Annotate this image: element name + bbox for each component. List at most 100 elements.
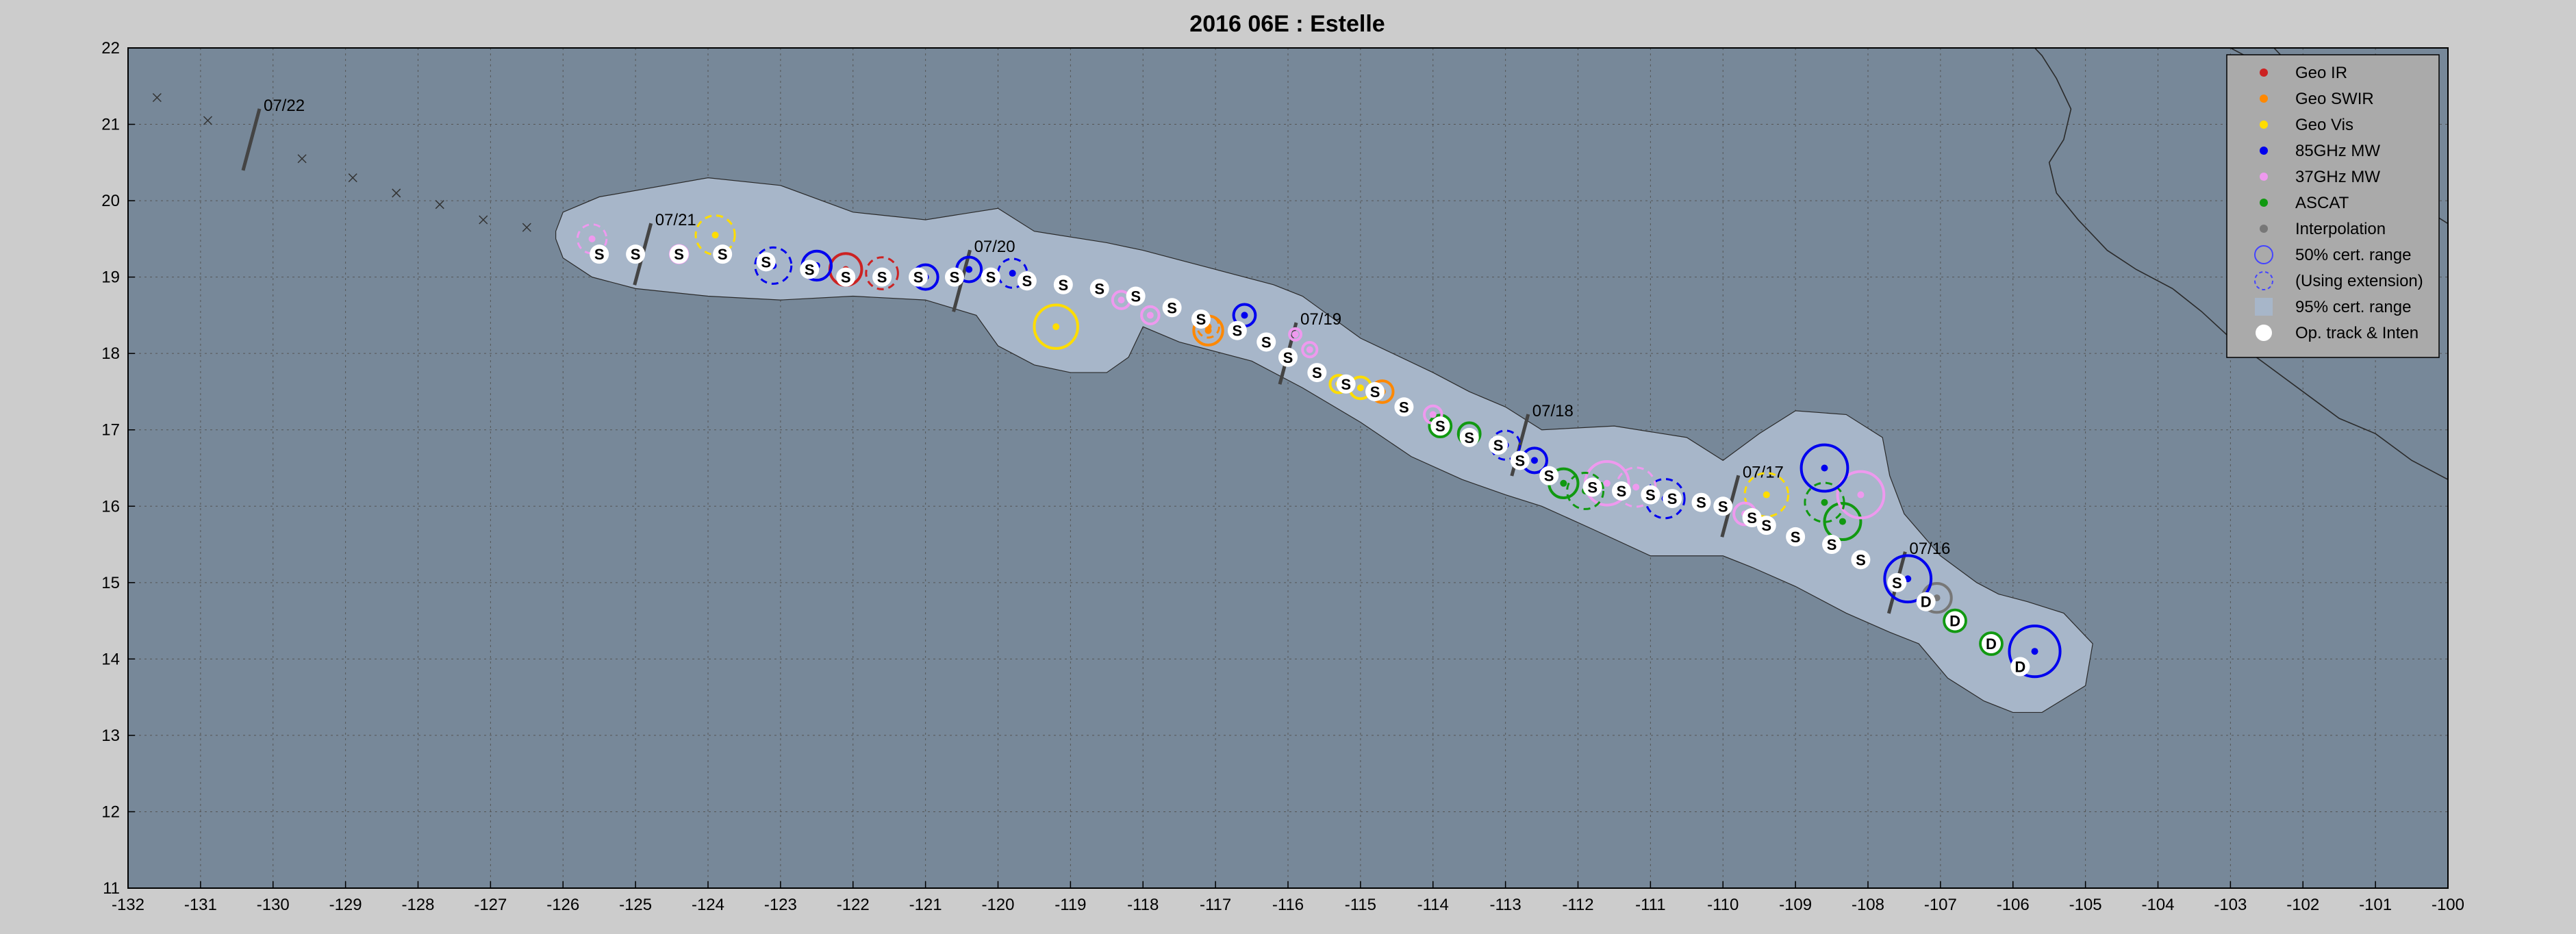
intensity-label: S	[1464, 429, 1474, 446]
intensity-label: S	[1022, 273, 1033, 290]
op-track-point: S	[1663, 489, 1682, 509]
x-tick-label: -124	[692, 896, 724, 914]
legend-entry: Op. track & Inten	[2256, 324, 2419, 342]
x-tick-label: -117	[1200, 896, 1231, 914]
x-tick-label: -103	[2214, 896, 2247, 914]
legend-swatch	[2260, 68, 2268, 77]
legend-label: Interpolation	[2295, 220, 2386, 238]
legend-swatch	[2254, 271, 2273, 290]
fix-marker	[1140, 305, 1161, 326]
legend-label: 37GHz MW	[2295, 168, 2380, 186]
forecast-cross	[297, 154, 307, 164]
cross-stroke	[479, 215, 488, 225]
forecast-cross	[152, 92, 162, 103]
intensity-label: S	[877, 269, 887, 286]
y-tick-label: 20	[101, 192, 120, 210]
fix-dot	[1560, 479, 1567, 487]
op-track-point: S	[1053, 275, 1073, 294]
op-track-dot	[1916, 592, 1936, 611]
op-track-dot	[1227, 320, 1247, 340]
legend-label: 50% cert. range	[2295, 246, 2411, 264]
intensity-label: S	[1370, 383, 1380, 401]
fix-marker	[1804, 481, 1845, 523]
x-tick-label: -112	[1562, 896, 1593, 914]
op-track-point: S	[944, 267, 964, 287]
intensity-label: S	[913, 269, 924, 286]
op-track-dot	[1089, 279, 1109, 299]
fix-marker	[694, 214, 736, 256]
x-tick-label: -111	[1635, 896, 1665, 914]
op-track-dot	[1822, 535, 1842, 555]
x-tick-label: -121	[909, 896, 942, 914]
date-label: 07/20	[974, 238, 1015, 256]
intensity-label: S	[1791, 529, 1801, 546]
x-tick-label: -115	[1345, 896, 1376, 914]
op-track-dot	[756, 252, 776, 272]
fix-dot	[1821, 498, 1828, 506]
coastline-segment	[2034, 48, 2448, 480]
op-track-point: S	[1126, 286, 1146, 306]
forecast-cross	[392, 188, 401, 198]
legend-label: ASCAT	[2295, 194, 2349, 212]
op-track-point: S	[1459, 427, 1479, 447]
fix-dot	[588, 235, 596, 242]
legend-swatch	[2256, 325, 2272, 341]
fix-certainty-circle	[1804, 481, 1845, 523]
op-track-point: S	[1227, 320, 1247, 340]
op-track-point: S	[1822, 535, 1842, 555]
fix-dot	[1857, 491, 1865, 498]
legend-entry: Geo SWIR	[2260, 90, 2374, 108]
forecast-cross	[522, 223, 531, 232]
op-track: DDDDSSSSSSSSSSSSSSSSSSSSSSSSSSSSSSSSSSSS…	[590, 244, 2030, 677]
op-track-point: S	[1394, 397, 1414, 417]
intensity-label: S	[1399, 399, 1409, 416]
cross-stroke	[297, 154, 307, 164]
op-track-point: S	[756, 252, 776, 272]
date-label: 07/18	[1532, 402, 1574, 420]
op-track-dot	[1887, 572, 1907, 592]
op-track-point: S	[590, 244, 609, 264]
x-tick-label: -122	[837, 896, 870, 914]
op-track-dot	[1489, 436, 1508, 455]
fix-certainty-circle	[1979, 631, 2004, 656]
fix-dot	[1356, 384, 1364, 392]
fix-dot	[2031, 648, 2038, 655]
x-tick-label: -123	[764, 896, 797, 914]
fix-dot	[1632, 483, 1640, 491]
x-tick-label: -114	[1417, 896, 1449, 914]
x-tick-label: -130	[257, 896, 290, 914]
cross-stroke	[435, 200, 444, 210]
legend-entry: (Using extension)	[2254, 271, 2423, 290]
op-track-dot	[1612, 481, 1632, 501]
op-track-point: S	[626, 244, 646, 264]
intensity-label: S	[1617, 483, 1627, 500]
intensity-label: D	[1921, 594, 1932, 611]
intensity-label: S	[1761, 517, 1771, 534]
x-tick-label: -101	[2359, 896, 2392, 914]
fix-marker	[1743, 472, 1790, 518]
fix-dot	[711, 231, 719, 239]
op-track-dot	[1053, 275, 1073, 294]
op-track-dot	[800, 260, 820, 279]
op-track-point: S	[1887, 572, 1907, 592]
op-track-dot	[944, 267, 964, 287]
op-track-dot	[1278, 347, 1298, 367]
op-track-point: S	[669, 244, 689, 264]
intensity-label: S	[674, 246, 684, 263]
intensity-label: S	[1493, 437, 1504, 454]
fix-dot	[1306, 346, 1313, 353]
fix-dot	[965, 266, 973, 273]
op-track-dot	[1510, 451, 1530, 470]
legend-swatch	[2254, 245, 2273, 264]
x-tick-label: -119	[1055, 896, 1086, 914]
op-track-dot	[669, 244, 689, 264]
op-track-point: S	[1017, 271, 1037, 291]
cross-stroke	[392, 188, 401, 198]
legend-swatch	[2260, 199, 2268, 207]
intensity-label: S	[631, 246, 641, 263]
date-label: 07/22	[264, 97, 305, 115]
date-label: 07/19	[1300, 310, 1341, 329]
intensity-label: S	[1747, 509, 1757, 527]
op-track-point: S	[1365, 381, 1385, 401]
op-track-dot	[2010, 657, 2030, 677]
